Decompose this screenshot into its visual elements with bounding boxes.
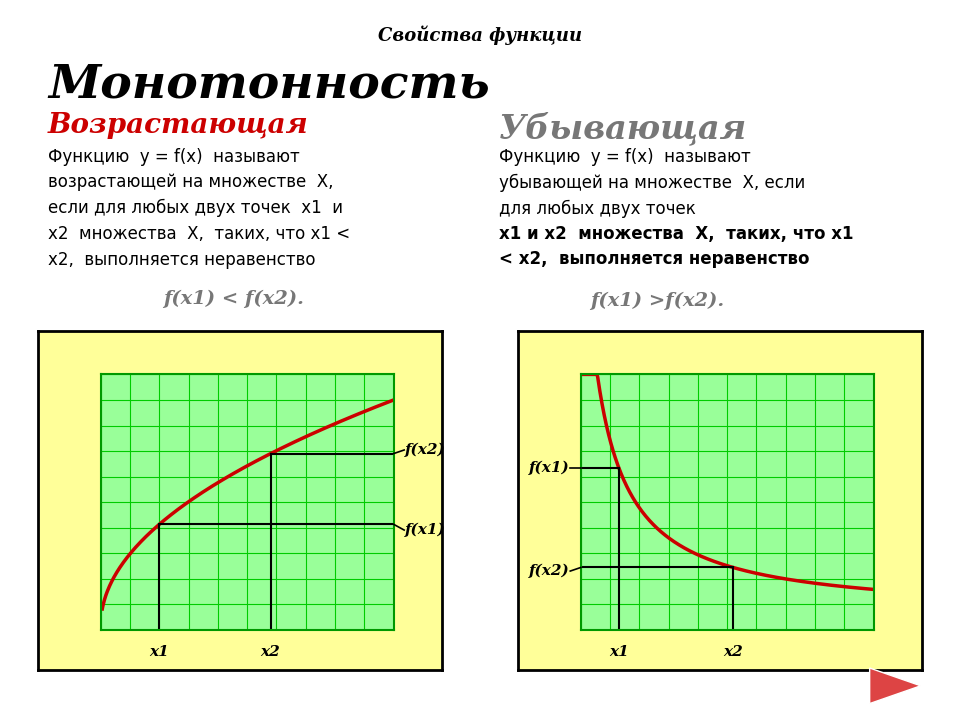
Text: x1 и x2  множества  X,  таких, что x1
< x2,  выполняется неравенство: x1 и x2 множества X, таких, что x1 < x2,…: [499, 225, 853, 269]
Text: x1: x1: [609, 645, 629, 660]
Text: f(x2): f(x2): [405, 443, 445, 457]
Text: x2: x2: [261, 645, 280, 660]
Text: f(x2): f(x2): [529, 564, 569, 578]
Text: Монотонность: Монотонность: [48, 61, 490, 107]
Text: Убывающая: Убывающая: [499, 112, 748, 145]
Text: f(x1): f(x1): [405, 523, 445, 537]
Text: f(x1): f(x1): [529, 461, 569, 475]
Polygon shape: [870, 668, 921, 703]
Text: Свойства функции: Свойства функции: [378, 25, 582, 45]
Text: f(x1) >f(x2).: f(x1) >f(x2).: [590, 292, 725, 310]
Text: Функцию  y = f(x)  называют
возрастающей на множестве  X,
если для любых двух то: Функцию y = f(x) называют возрастающей н…: [48, 148, 350, 269]
Text: Возрастающая: Возрастающая: [48, 112, 309, 138]
Text: x2: x2: [723, 645, 743, 660]
Text: f(x1) < f(x2).: f(x1) < f(x2).: [163, 290, 304, 308]
Text: Функцию  y = f(x)  называют
убывающей на множестве  X, если
для любых двух точек: Функцию y = f(x) называют убывающей на м…: [499, 148, 805, 217]
Text: x1: x1: [150, 645, 169, 660]
